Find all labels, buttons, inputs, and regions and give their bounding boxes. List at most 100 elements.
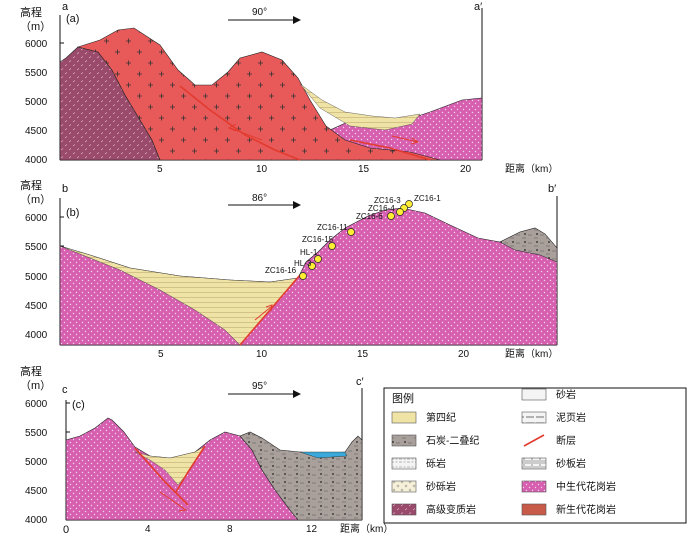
- sample-point: [328, 242, 336, 250]
- a-xtick: 20: [460, 164, 472, 175]
- sample-label: ZC16-15: [302, 235, 334, 244]
- a-ytick: 5500: [25, 68, 48, 79]
- c-fault-1: [134, 447, 189, 506]
- c-elev-unit: （m）: [20, 379, 51, 392]
- c-start-label: c: [62, 384, 68, 396]
- sample-point: [405, 200, 413, 208]
- b-ytick: 4500: [25, 301, 48, 312]
- a-xtick: 5: [157, 164, 163, 175]
- c-ytick: 5000: [25, 457, 48, 468]
- legend-swatch-conglomerate: [391, 457, 417, 470]
- c-water: [299, 451, 348, 459]
- a-ytick: 6000: [25, 39, 48, 50]
- legend-title: 图例: [392, 391, 414, 405]
- a-ytick: 4000: [25, 155, 48, 166]
- a-end-label: a′: [474, 1, 482, 13]
- a-xtick: 10: [256, 164, 268, 175]
- legend: 图例 第四纪 石炭-二叠纪 砾岩 砂砾岩 高级变质岩 砂岩 泥页岩 断层 砂板岩…: [383, 387, 687, 524]
- b-elev-label: 高程: [20, 178, 42, 192]
- c-xtick: 4: [145, 524, 151, 535]
- b-ytick: 4000: [25, 330, 48, 341]
- c-ytick: 5500: [25, 428, 48, 439]
- legend-swatch-metamorphic: [391, 503, 417, 516]
- a-quaternary: [299, 83, 421, 131]
- legend-swatch-quaternary: [391, 411, 417, 424]
- a-fault-arrow: [227, 123, 263, 141]
- b-xtick: 15: [357, 349, 369, 360]
- sample-label: HL-1: [300, 248, 318, 257]
- legend-label: 砂岩: [556, 388, 576, 401]
- b-xtick: 5: [158, 349, 164, 360]
- legend-frame: [383, 387, 687, 524]
- sample-label: ZC16-11: [317, 223, 348, 232]
- c-xtick: 12: [306, 524, 318, 535]
- b-fault-arrow: [254, 304, 273, 321]
- legend-label: 新生代花岗岩: [556, 503, 616, 516]
- legend-swatch-sand-slate: [521, 457, 547, 470]
- c-xtick: 8: [227, 524, 233, 535]
- b-panel-label: (b): [66, 207, 79, 219]
- c-elev-label: 高程: [20, 364, 42, 378]
- b-xtick: 10: [256, 349, 268, 360]
- b-sample-points: ZC16-1 ZC16-3 ZC16-4 ZC16-6 ZC16-11 ZC16…: [265, 194, 441, 280]
- legend-label: 砂板岩: [556, 457, 586, 470]
- c-y-ticks: 6000 5500 5000 4500 4000: [25, 399, 70, 526]
- a-distance-label: 距离（km）: [505, 162, 558, 175]
- sample-point: [314, 255, 322, 263]
- legend-swatch-shale: [521, 411, 547, 424]
- sample-label: HL-3: [294, 259, 312, 268]
- legend-swatch-carb-permian: [391, 434, 417, 447]
- b-distance-label: 距离（km）: [505, 347, 558, 360]
- legend-label: 断层: [556, 434, 576, 447]
- c-xtick: 0: [63, 524, 69, 535]
- a-fault-arrow-2: [391, 135, 420, 145]
- b-fault: [239, 274, 301, 346]
- sample-label: ZC16-4: [368, 204, 395, 213]
- b-bearing: 86°: [252, 193, 267, 204]
- c-fault-2: [175, 445, 206, 493]
- b-ytick: 5000: [25, 272, 48, 283]
- b-start-label: b: [62, 183, 68, 195]
- sample-label: ZC16-6: [356, 212, 383, 221]
- a-xtick: 15: [358, 164, 370, 175]
- legend-label: 中生代花岗岩: [556, 480, 616, 493]
- legend-label: 高级变质岩: [426, 503, 476, 516]
- a-elev-unit: （m）: [20, 20, 51, 33]
- b-ytick: 5500: [25, 242, 48, 253]
- c-bearing: 95°: [252, 381, 267, 392]
- sample-point: [387, 212, 395, 220]
- legend-label: 第四纪: [426, 411, 456, 424]
- legend-swatch-fault: [523, 434, 545, 447]
- legend-label: 砂砾岩: [426, 480, 456, 493]
- b-y-ticks: 6000 5500 5000 4500 4000: [25, 213, 64, 341]
- a-fault-2: [349, 139, 431, 161]
- a-ytick: 5000: [25, 97, 48, 108]
- sample-point: [299, 272, 307, 280]
- c-ytick: 4500: [25, 486, 48, 497]
- legend-label: 泥页岩: [556, 411, 586, 424]
- c-fault-arrow: [159, 491, 188, 512]
- b-ytick: 6000: [25, 213, 48, 224]
- c-end-label: c′: [356, 376, 364, 388]
- b-elev-unit: （m）: [20, 193, 51, 206]
- legend-swatch-sandstone: [521, 388, 547, 401]
- section-c: 高程 （m） 6000 5500 5000 4500 4000 0 4 8 12…: [20, 364, 393, 536]
- legend-swatch-glutenite: [391, 480, 417, 493]
- c-distance-label: 距离（km）: [340, 522, 393, 535]
- a-elev-label: 高程: [20, 5, 42, 19]
- sample-point: [347, 228, 355, 236]
- section-b: 高程 （m） 6000 5500 5000 4500 4000 5 10 15 …: [20, 178, 558, 360]
- sample-point: [396, 208, 404, 216]
- sample-label: ZC16-3: [374, 196, 401, 205]
- a-bearing: 90°: [252, 7, 267, 18]
- legend-label: 石炭-二叠纪: [426, 435, 479, 447]
- legend-label: 砾岩: [426, 457, 446, 470]
- sample-point: [308, 262, 316, 270]
- c-ytick: 6000: [25, 399, 48, 410]
- a-fault-1: [179, 85, 301, 161]
- section-a: 高程 （m） 6000 5500 5000 4500 4000 5 10 15 …: [20, 1, 558, 175]
- a-ytick: 4500: [25, 126, 48, 137]
- b-xtick: 20: [458, 349, 470, 360]
- a-start-label: a: [62, 1, 69, 13]
- legend-swatch-mesozoic-granite: [521, 480, 547, 493]
